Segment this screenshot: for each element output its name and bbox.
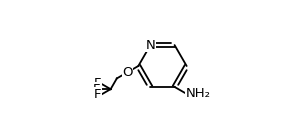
Text: O: O	[122, 66, 133, 79]
Text: N: N	[146, 39, 155, 52]
Text: NH₂: NH₂	[186, 87, 211, 100]
Text: F: F	[94, 77, 102, 90]
Text: F: F	[93, 83, 100, 96]
Text: F: F	[94, 88, 102, 101]
